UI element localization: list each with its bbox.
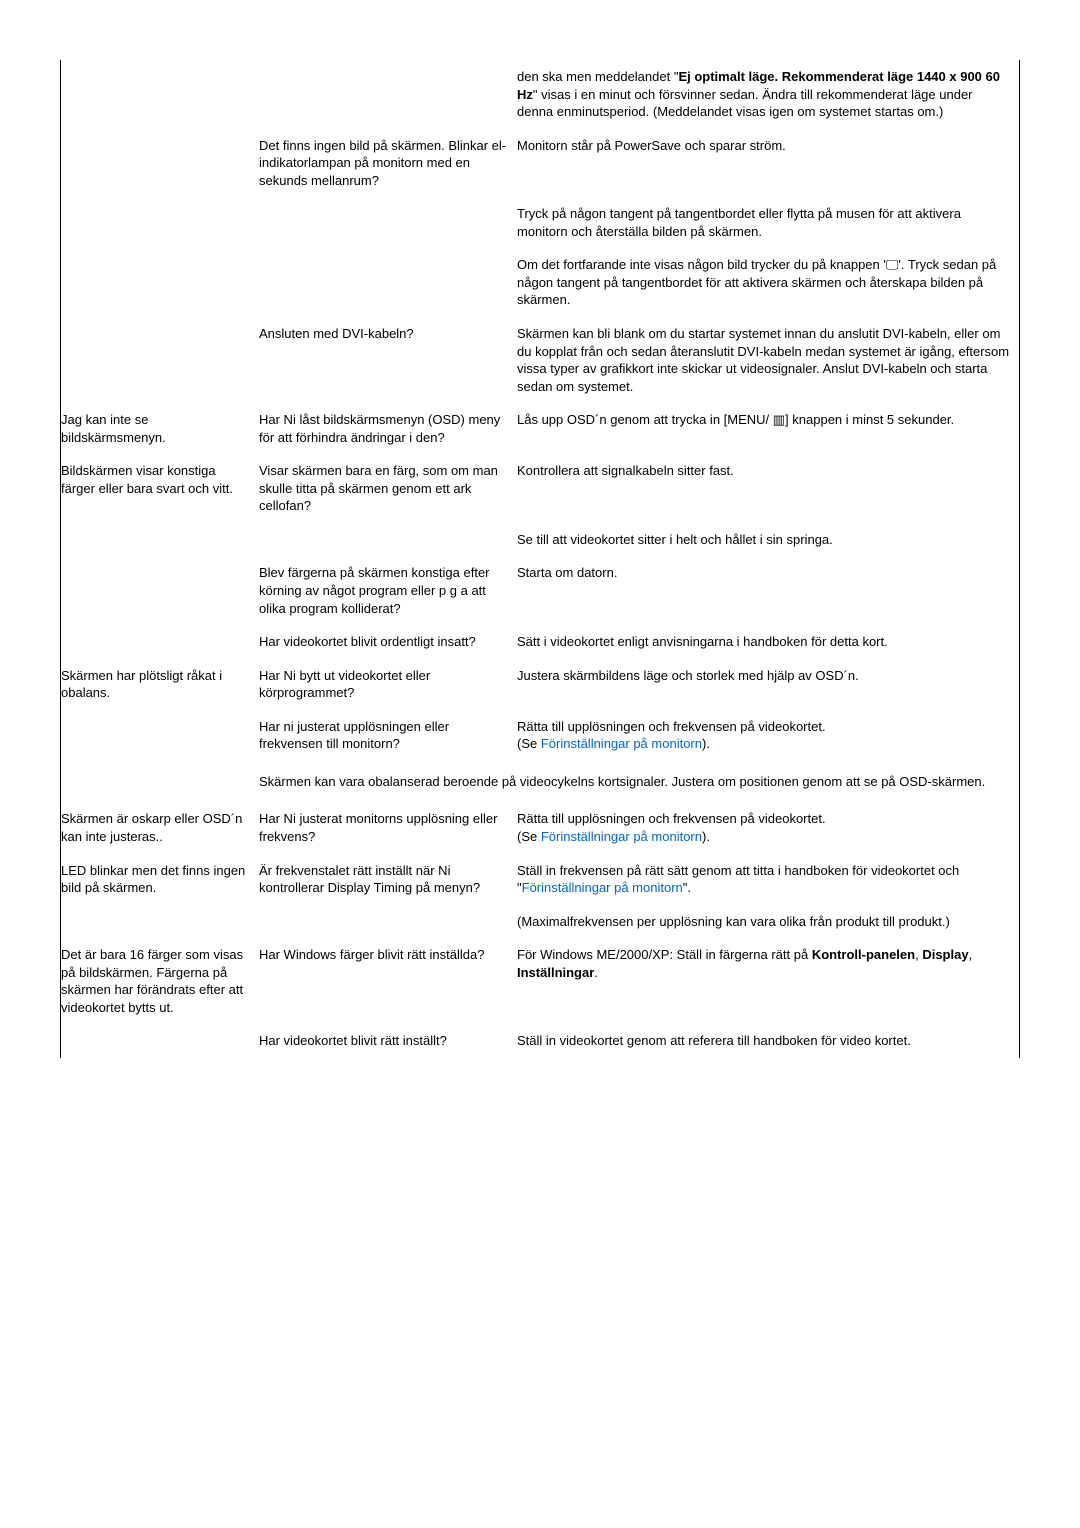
cell-problem: Skärmen är oskarp eller OSD´n kan inte j…: [61, 802, 260, 853]
cell-question: Blev färgerna på skärmen konstiga efter …: [259, 556, 517, 625]
cell-question: [259, 248, 517, 317]
table-row: Om det fortfarande inte visas någon bild…: [61, 248, 1020, 317]
cell-answer: Rätta till upplösningen och frekvensen p…: [517, 710, 1020, 761]
cell-answer: Om det fortfarande inte visas någon bild…: [517, 248, 1020, 317]
table-row: Skärmen är oskarp eller OSD´n kan inte j…: [61, 802, 1020, 853]
cell-answer: Starta om datorn.: [517, 556, 1020, 625]
cell-question: [259, 523, 517, 557]
cell-problem: [61, 761, 260, 803]
cell-question: Det finns ingen bild på skärmen. Blinkar…: [259, 129, 517, 198]
table-row: Blev färgerna på skärmen konstiga efter …: [61, 556, 1020, 625]
cell-problem: [61, 129, 260, 198]
cell-answer: Kontrollera att signalkabeln sitter fast…: [517, 454, 1020, 523]
cell-answer: Tryck på någon tangent på tangentbordet …: [517, 197, 1020, 248]
cell-answer: den ska men meddelandet "Ej optimalt läg…: [517, 60, 1020, 129]
cell-answer: Ställ in frekvensen på rätt sätt genom a…: [517, 854, 1020, 905]
troubleshooting-table: den ska men meddelandet "Ej optimalt läg…: [60, 60, 1020, 1058]
table-row: LED blinkar men det finns ingen bild på …: [61, 854, 1020, 905]
cell-problem: [61, 905, 260, 939]
cell-problem: Bildskärmen visar konstiga färger eller …: [61, 454, 260, 523]
cell-answer: (Maximalfrekvensen per upplösning kan va…: [517, 905, 1020, 939]
cell-answer: Rätta till upplösningen och frekvensen p…: [517, 802, 1020, 853]
cell-problem: Det är bara 16 färger som visas på bilds…: [61, 938, 260, 1024]
preset-link[interactable]: Förinställningar på monitorn: [541, 829, 702, 844]
cell-answer: Lås upp OSD´n genom att trycka in [MENU/…: [517, 403, 1020, 454]
cell-question: [259, 905, 517, 939]
cell-question: Ansluten med DVI-kabeln?: [259, 317, 517, 403]
table-row: Ansluten med DVI-kabeln?Skärmen kan bli …: [61, 317, 1020, 403]
cell-problem: [61, 1024, 260, 1058]
preset-link[interactable]: Förinställningar på monitorn: [522, 880, 683, 895]
table-row: Det finns ingen bild på skärmen. Blinkar…: [61, 129, 1020, 198]
preset-link[interactable]: Förinställningar på monitorn: [541, 736, 702, 751]
cell-answer: Justera skärmbildens läge och storlek me…: [517, 659, 1020, 710]
cell-problem: [61, 625, 260, 659]
cell-problem: Skärmen har plötsligt råkat i obalans.: [61, 659, 260, 710]
cell-question: [259, 60, 517, 129]
table-row: Har videokortet blivit rätt inställt?Stä…: [61, 1024, 1020, 1058]
table-row: Det är bara 16 färger som visas på bilds…: [61, 938, 1020, 1024]
cell-problem: [61, 197, 260, 248]
cell-question: Har ni justerat upplösningen eller frekv…: [259, 710, 517, 761]
table-row: Jag kan inte se bildskärmsmenyn.Har Ni l…: [61, 403, 1020, 454]
cell-question: Har Ni låst bildskärmsmenyn (OSD) meny f…: [259, 403, 517, 454]
table-row: Har ni justerat upplösningen eller frekv…: [61, 710, 1020, 761]
cell-answer: Se till att videokortet sitter i helt oc…: [517, 523, 1020, 557]
cell-answer: Monitorn står på PowerSave och sparar st…: [517, 129, 1020, 198]
cell-question: Har Ni justerat monitorns upplösning ell…: [259, 802, 517, 853]
cell-question: Visar skärmen bara en färg, som om man s…: [259, 454, 517, 523]
table-row: Har videokortet blivit ordentligt insatt…: [61, 625, 1020, 659]
cell-question: Är frekvenstalet rätt inställt när Ni ko…: [259, 854, 517, 905]
table-row: Se till att videokortet sitter i helt oc…: [61, 523, 1020, 557]
cell-problem: [61, 317, 260, 403]
table-row: (Maximalfrekvensen per upplösning kan va…: [61, 905, 1020, 939]
cell-problem: [61, 248, 260, 317]
cell-problem: [61, 710, 260, 761]
cell-question: Har Ni bytt ut videokortet eller körprog…: [259, 659, 517, 710]
table-row: Skärmen har plötsligt råkat i obalans.Ha…: [61, 659, 1020, 710]
cell-answer: Ställ in videokortet genom att referera …: [517, 1024, 1020, 1058]
cell-question: [259, 197, 517, 248]
cell-problem: [61, 60, 260, 129]
cell-answer: Sätt i videokortet enligt anvisningarna …: [517, 625, 1020, 659]
cell-question: Har videokortet blivit rätt inställt?: [259, 1024, 517, 1058]
cell-answer: Skärmen kan bli blank om du startar syst…: [517, 317, 1020, 403]
cell-problem: Jag kan inte se bildskärmsmenyn.: [61, 403, 260, 454]
cell-note: Skärmen kan vara obalanserad beroende på…: [259, 761, 1020, 803]
table-row: Bildskärmen visar konstiga färger eller …: [61, 454, 1020, 523]
cell-question: Har Windows färger blivit rätt inställda…: [259, 938, 517, 1024]
cell-problem: [61, 556, 260, 625]
cell-question: Har videokortet blivit ordentligt insatt…: [259, 625, 517, 659]
table-row: Tryck på någon tangent på tangentbordet …: [61, 197, 1020, 248]
cell-problem: [61, 523, 260, 557]
cell-problem: LED blinkar men det finns ingen bild på …: [61, 854, 260, 905]
cell-answer: För Windows ME/2000/XP: Ställ in färgern…: [517, 938, 1020, 1024]
table-row: den ska men meddelandet "Ej optimalt läg…: [61, 60, 1020, 129]
table-row: Skärmen kan vara obalanserad beroende på…: [61, 761, 1020, 803]
